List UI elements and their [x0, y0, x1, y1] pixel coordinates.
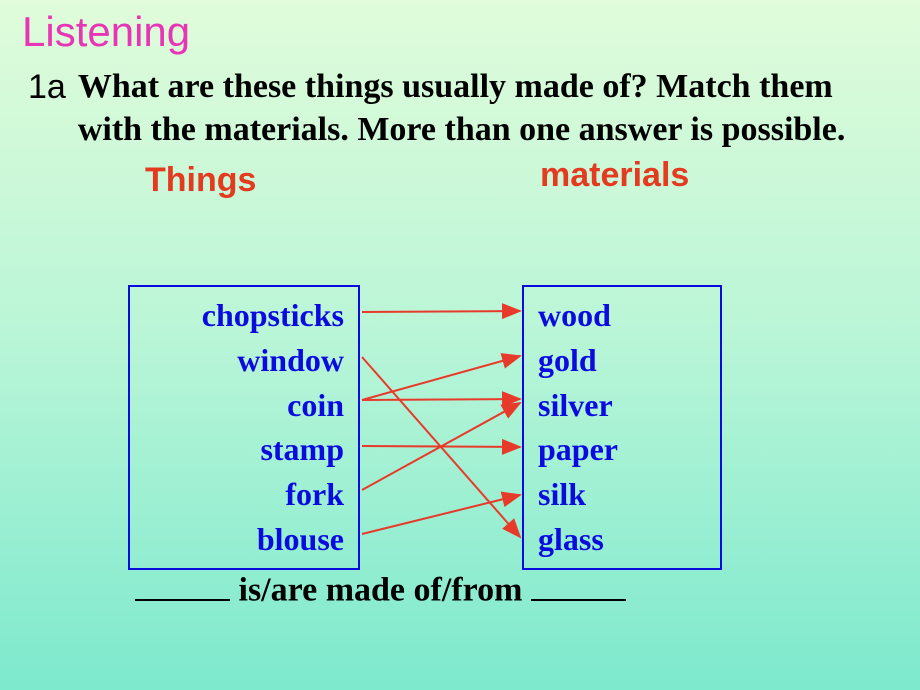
sentence-template: is/are made of/from — [135, 570, 626, 610]
match-arrow — [362, 311, 520, 312]
match-arrow — [362, 356, 520, 400]
match-arrow — [362, 357, 520, 537]
question-row: 1a What are these things usually made of… — [0, 56, 920, 151]
material-item: silk — [538, 472, 706, 517]
page-title: Listening — [0, 0, 920, 56]
things-box: chopsticks window coin stamp fork blouse — [128, 285, 360, 570]
material-item: wood — [538, 293, 706, 338]
material-item: silver — [538, 383, 706, 428]
blank-right — [531, 570, 626, 601]
material-item: glass — [538, 517, 706, 562]
blank-left — [135, 570, 230, 601]
thing-item: blouse — [144, 517, 344, 562]
match-arrow — [362, 495, 520, 534]
materials-header: materials — [540, 156, 689, 195]
sentence-mid: is/are made of/from — [230, 572, 531, 609]
thing-item: coin — [144, 383, 344, 428]
match-arrow — [362, 399, 520, 400]
question-text: What are these things usually made of? M… — [78, 66, 878, 151]
things-header: Things — [145, 161, 256, 200]
material-item: gold — [538, 338, 706, 383]
thing-item: fork — [144, 472, 344, 517]
thing-item: chopsticks — [144, 293, 344, 338]
question-number: 1a — [28, 68, 66, 151]
materials-box: wood gold silver paper silk glass — [522, 285, 722, 570]
thing-item: window — [144, 338, 344, 383]
match-arrow — [362, 403, 520, 490]
match-arrow — [362, 446, 520, 447]
thing-item: stamp — [144, 427, 344, 472]
material-item: paper — [538, 427, 706, 472]
